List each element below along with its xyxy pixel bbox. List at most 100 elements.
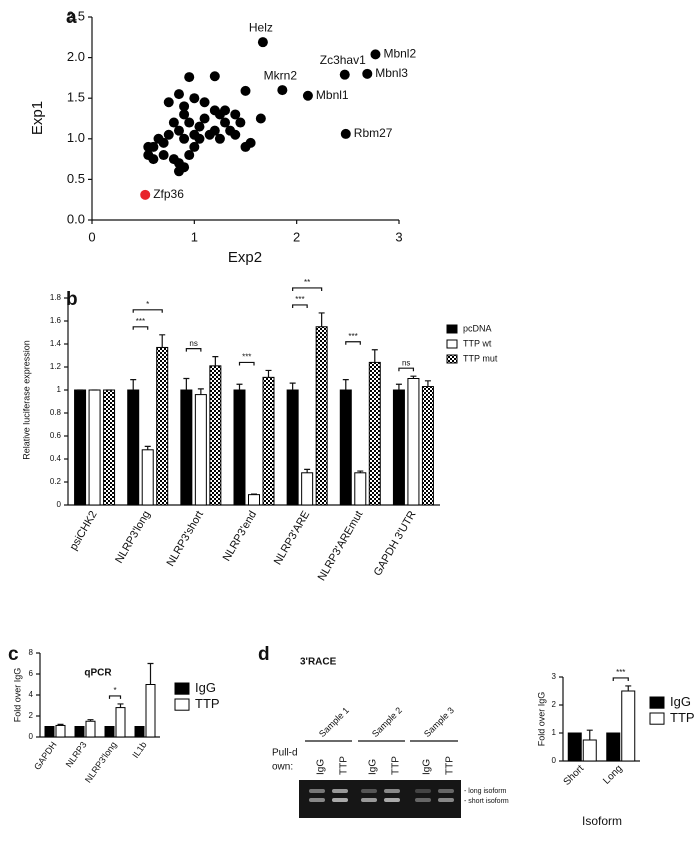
- point: [277, 85, 288, 96]
- significance-label: ***: [348, 332, 357, 341]
- point-label: Mkrn2: [264, 68, 298, 82]
- y-tick-label: 1: [57, 385, 62, 394]
- error-bar: [57, 723, 64, 726]
- bar: [286, 389, 299, 506]
- bar: [74, 389, 87, 506]
- bar: [392, 389, 405, 506]
- x-tick-label: NLRP3'ARE: [272, 509, 312, 567]
- point: [163, 129, 174, 140]
- bar: [134, 726, 145, 738]
- point: [189, 129, 200, 140]
- x-tick-label: IL1b: [130, 740, 148, 760]
- point: [179, 162, 190, 173]
- y-tick-label: 0.0: [67, 211, 85, 226]
- significance-bracket: [238, 361, 255, 366]
- y-axis-label: Relative luciferase expression: [21, 340, 31, 460]
- point: [179, 133, 190, 144]
- band-label: - short isoform: [464, 798, 509, 805]
- error-bar: [424, 380, 431, 387]
- y-tick-label: 1: [552, 728, 557, 737]
- x-tick-label: GAPDH 3'UTR: [372, 509, 419, 578]
- y-tick-label: 0.6: [50, 431, 62, 440]
- point-label: Helz: [249, 20, 273, 34]
- x-tick-label: Short: [562, 763, 587, 788]
- bar: [339, 389, 352, 506]
- x-tick-label: NLRP3'long: [113, 509, 153, 566]
- error-bar: [357, 470, 364, 473]
- error-bar: [183, 377, 190, 390]
- bar: [103, 389, 116, 506]
- error-bar: [236, 383, 243, 390]
- point: [240, 85, 251, 96]
- bar: [233, 389, 246, 506]
- error-bar: [117, 703, 124, 708]
- sample-label: Sample 2: [370, 705, 404, 739]
- bar: [354, 472, 367, 506]
- point: [235, 117, 246, 128]
- point: [189, 93, 200, 104]
- significance-bracket: [292, 304, 308, 308]
- point: [340, 128, 351, 139]
- point: [184, 150, 195, 161]
- legend-swatch: [446, 354, 458, 364]
- legend-swatch: [446, 324, 458, 334]
- y-tick-label: 4: [29, 690, 34, 699]
- bar: [180, 389, 193, 506]
- row-label: Pull-d: [272, 748, 298, 759]
- x-axis-label: Isoform: [582, 814, 622, 828]
- point: [230, 109, 241, 120]
- x-tick-label: NLRP3: [64, 740, 89, 770]
- y-tick-label: 2: [552, 700, 557, 709]
- error-bar: [144, 445, 151, 450]
- point: [220, 117, 231, 128]
- y-tick-label: 0.8: [50, 408, 62, 417]
- point-label: Zc3hav1: [320, 53, 366, 67]
- point: [153, 133, 164, 144]
- bar: [145, 684, 156, 738]
- significance-bracket: [345, 341, 361, 345]
- point-label: Mbnl3: [375, 66, 408, 80]
- error-bar: [395, 383, 402, 390]
- x-tick-label: 3: [395, 229, 402, 244]
- y-tick-label: 2.5: [67, 8, 85, 23]
- point: [199, 113, 210, 124]
- y-tick-label: 2.0: [67, 49, 85, 64]
- sample-label: Sample 3: [422, 705, 456, 739]
- significance-label: ***: [136, 317, 145, 326]
- point: [245, 137, 256, 148]
- y-axis-label: Fold over IgG: [12, 668, 22, 723]
- point: [362, 68, 373, 79]
- significance-label: ***: [295, 295, 304, 304]
- x-axis-label: Exp2: [228, 249, 262, 266]
- x-tick-label: NLRP3'end: [221, 509, 259, 563]
- bar: [209, 365, 222, 506]
- significance-label: ns: [189, 339, 197, 348]
- y-tick-label: 0: [29, 732, 34, 741]
- panel-letter: c: [8, 644, 19, 665]
- bar: [315, 326, 328, 506]
- bar: [88, 389, 101, 506]
- significance-bracket: [132, 309, 163, 313]
- error-bar: [342, 379, 349, 390]
- legend-label: TTP mut: [463, 353, 498, 363]
- error-bar: [130, 379, 137, 390]
- significance-label: *: [113, 686, 116, 695]
- point-label: Zfp36: [153, 187, 184, 201]
- point: [204, 129, 215, 140]
- y-tick-label: 0.4: [50, 454, 62, 463]
- x-tick-label: NLRP3'AREmut: [316, 509, 366, 583]
- panel-letter: a: [66, 7, 77, 28]
- y-tick-label: 1.4: [50, 339, 62, 348]
- legend-label: IgG: [195, 680, 216, 695]
- bar: [582, 739, 597, 762]
- y-tick-label: 1.5: [67, 90, 85, 105]
- significance-bracket: [398, 367, 415, 372]
- y-axis-label: Exp1: [29, 101, 46, 135]
- legend-label: TTP: [195, 696, 220, 711]
- point: [214, 133, 225, 144]
- lane-label: TTP: [339, 756, 350, 775]
- error-bar: [625, 685, 632, 691]
- bar: [156, 346, 169, 506]
